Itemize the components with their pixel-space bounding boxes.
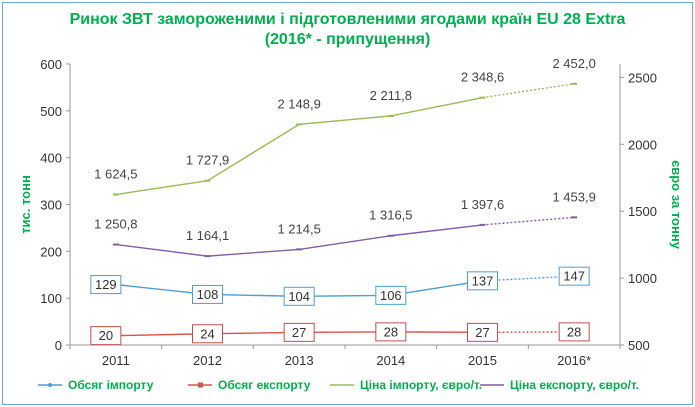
y-left-tick-label: 0 bbox=[55, 338, 62, 353]
x-tick-label: 2012 bbox=[193, 353, 222, 368]
data-label: 28 bbox=[567, 324, 581, 339]
data-label: 1 727,9 bbox=[186, 153, 229, 168]
data-label: 1 214,5 bbox=[277, 221, 320, 236]
data-label: 106 bbox=[380, 288, 402, 303]
data-label: 104 bbox=[288, 289, 310, 304]
y-left-tick-label: 500 bbox=[40, 104, 62, 119]
y-right-tick-label: 2500 bbox=[628, 70, 657, 85]
data-label: 1 453,9 bbox=[552, 189, 595, 204]
data-label: 2 211,8 bbox=[370, 88, 412, 103]
data-label: 1 250,8 bbox=[94, 217, 137, 232]
data-label-box bbox=[375, 285, 407, 305]
data-label: 2 348,6 bbox=[461, 70, 504, 85]
legend-label: Ціна імпорту, євро/т. bbox=[360, 378, 482, 392]
y-left-tick-label: 200 bbox=[40, 244, 62, 259]
series-point bbox=[571, 216, 578, 219]
y-axis-right-title: євро за тонну bbox=[669, 160, 684, 250]
y-right-tick-label: 500 bbox=[628, 338, 650, 353]
y-right-tick-label: 2000 bbox=[628, 137, 657, 152]
lines-layer bbox=[112, 82, 578, 338]
chart-subtitle: (2016* - припущення) bbox=[264, 31, 431, 48]
series-point bbox=[296, 123, 303, 126]
data-label-box bbox=[283, 286, 315, 306]
x-tick-label: 2013 bbox=[285, 353, 314, 368]
axes-layer: 0 100 200 300 400 500 600 500 1000 1500 2000 2500 20… bbox=[18, 57, 684, 368]
legend-label: Обсяг імпорту bbox=[68, 378, 154, 392]
legend-swatch-marker bbox=[198, 382, 203, 388]
legend-label: Ціна експорту, євро/т. bbox=[510, 378, 639, 392]
data-label: 147 bbox=[563, 269, 585, 284]
y-left-tick-label: 600 bbox=[40, 57, 62, 72]
series-point bbox=[387, 114, 394, 117]
y-axis-left-title: тис. тонн bbox=[18, 175, 33, 234]
y-left-tick-label: 400 bbox=[40, 151, 62, 166]
series-point bbox=[112, 243, 119, 246]
series-point bbox=[296, 248, 303, 251]
legend-layer: Обсяг імпорту Обсяг експорту Ціна імпорту,… bbox=[38, 378, 639, 392]
data-label: 28 bbox=[384, 324, 398, 339]
data-label: 24 bbox=[200, 326, 214, 341]
series-line bbox=[115, 96, 483, 196]
data-label: 1 397,6 bbox=[461, 197, 504, 212]
data-label: 27 bbox=[475, 325, 489, 340]
series-point bbox=[387, 234, 394, 237]
x-tick-label: 2014 bbox=[376, 353, 405, 368]
series-forecast-segment bbox=[482, 83, 575, 99]
data-label: 2 452,0 bbox=[552, 56, 595, 71]
data-label-box bbox=[558, 266, 590, 286]
data-label-box bbox=[467, 322, 498, 342]
data-label: 2 148,9 bbox=[277, 96, 320, 111]
data-label-box bbox=[90, 326, 122, 346]
y-right-tick-label: 1500 bbox=[628, 204, 657, 219]
series-point bbox=[204, 255, 211, 258]
y-left-tick-label: 300 bbox=[40, 198, 62, 213]
series-point bbox=[479, 96, 486, 99]
legend-label: Обсяг експорту bbox=[218, 378, 311, 392]
data-label-box bbox=[558, 322, 590, 342]
series-point bbox=[204, 179, 211, 182]
series-point bbox=[479, 223, 486, 226]
x-tick-label: 2016* bbox=[557, 353, 591, 368]
data-label: 137 bbox=[472, 273, 494, 288]
data-label-box bbox=[192, 324, 223, 344]
data-label: 1 164,1 bbox=[186, 228, 229, 243]
x-tick-label: 2011 bbox=[102, 353, 130, 368]
legend-swatch-marker bbox=[48, 383, 52, 387]
data-label: 20 bbox=[99, 328, 113, 343]
data-label-box bbox=[90, 275, 122, 295]
data-label-box bbox=[192, 284, 223, 304]
data-label: 129 bbox=[95, 277, 117, 292]
chart-title: Ринок ЗВТ замороженими і підготовленими … bbox=[69, 11, 626, 28]
labels-layer: 129 108 104 106 137 147 20 24 27 28 27 28 1 624,5 1 7… bbox=[90, 56, 596, 346]
data-label: 27 bbox=[292, 325, 306, 340]
data-label-box bbox=[467, 271, 498, 291]
y-right-tick-label: 1000 bbox=[628, 271, 657, 286]
data-label: 108 bbox=[197, 287, 219, 302]
y-left-tick-label: 100 bbox=[40, 291, 62, 306]
data-label: 1 624,5 bbox=[94, 167, 137, 182]
series-forecast-segment bbox=[482, 216, 575, 226]
x-tick-label: 2015 bbox=[468, 353, 497, 368]
data-label-box bbox=[375, 322, 407, 342]
series-point bbox=[112, 193, 119, 196]
data-label: 1 316,5 bbox=[369, 208, 412, 223]
series-point bbox=[571, 82, 578, 85]
data-label-box bbox=[283, 322, 315, 342]
